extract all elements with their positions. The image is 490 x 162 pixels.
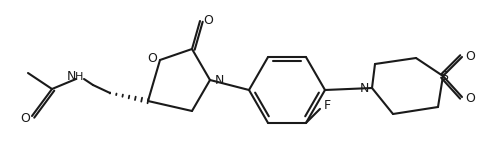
Text: S: S <box>440 69 448 82</box>
Text: O: O <box>20 112 30 126</box>
Text: N: N <box>66 70 75 83</box>
Text: H: H <box>75 72 83 82</box>
Text: O: O <box>465 50 475 63</box>
Text: O: O <box>465 92 475 104</box>
Text: N: N <box>359 82 368 96</box>
Text: N: N <box>214 75 224 87</box>
Text: F: F <box>323 99 331 112</box>
Text: O: O <box>203 13 213 27</box>
Text: O: O <box>147 52 157 65</box>
